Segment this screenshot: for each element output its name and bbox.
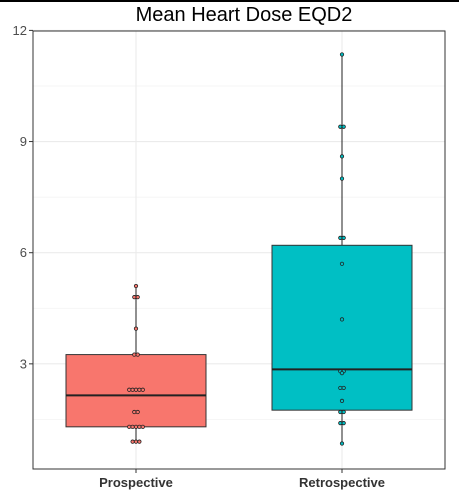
data-point bbox=[127, 424, 132, 429]
data-point bbox=[133, 283, 139, 289]
data-point bbox=[341, 409, 346, 415]
data-point bbox=[339, 154, 345, 159]
data-point bbox=[133, 387, 139, 392]
data-point bbox=[338, 409, 343, 415]
data-point bbox=[339, 52, 345, 57]
data-point bbox=[137, 424, 142, 429]
x-tick-label: Prospective bbox=[99, 475, 173, 490]
data-point bbox=[133, 424, 139, 429]
data-point bbox=[135, 409, 140, 415]
data-point bbox=[341, 385, 346, 391]
data-point bbox=[341, 124, 346, 129]
data-point bbox=[339, 176, 345, 181]
box-prospective bbox=[65, 283, 207, 444]
data-point bbox=[338, 385, 343, 391]
data-point bbox=[140, 387, 145, 392]
y-tick-label: 6 bbox=[20, 245, 27, 260]
data-point bbox=[127, 387, 132, 392]
data-point bbox=[135, 295, 140, 300]
data-point bbox=[137, 387, 142, 392]
data-point bbox=[338, 124, 343, 129]
chart-title: Mean Heart Dose EQD2 bbox=[136, 4, 353, 26]
y-tick-label: 3 bbox=[20, 356, 27, 371]
data-point bbox=[133, 326, 139, 331]
data-point bbox=[341, 421, 346, 426]
data-point bbox=[133, 439, 139, 444]
data-point bbox=[130, 387, 135, 392]
data-point bbox=[130, 439, 135, 444]
y-tick-label: 9 bbox=[20, 134, 27, 149]
data-point bbox=[140, 424, 145, 429]
data-point bbox=[338, 235, 343, 240]
y-tick-label: 12 bbox=[13, 23, 27, 38]
axis-layer: 3 6 9 12 Prospective Retrospective bbox=[13, 23, 385, 490]
data-point bbox=[135, 352, 140, 357]
plot-panel-border bbox=[32, 30, 446, 470]
data-point bbox=[130, 424, 135, 429]
data-point bbox=[137, 439, 142, 444]
data-point bbox=[339, 371, 345, 376]
data-point bbox=[339, 398, 345, 403]
data-point bbox=[339, 317, 345, 322]
data-point bbox=[132, 352, 137, 357]
box-layer bbox=[65, 52, 413, 446]
data-point bbox=[132, 295, 137, 300]
top-border-line bbox=[0, 0, 459, 2]
data-point bbox=[341, 235, 346, 240]
data-point bbox=[338, 421, 343, 426]
data-point bbox=[132, 409, 137, 415]
data-point bbox=[339, 261, 345, 266]
box-retrospective bbox=[271, 52, 413, 446]
x-tick-label: Retrospective bbox=[299, 475, 385, 490]
iqr-box bbox=[271, 244, 413, 411]
data-point bbox=[339, 441, 345, 446]
